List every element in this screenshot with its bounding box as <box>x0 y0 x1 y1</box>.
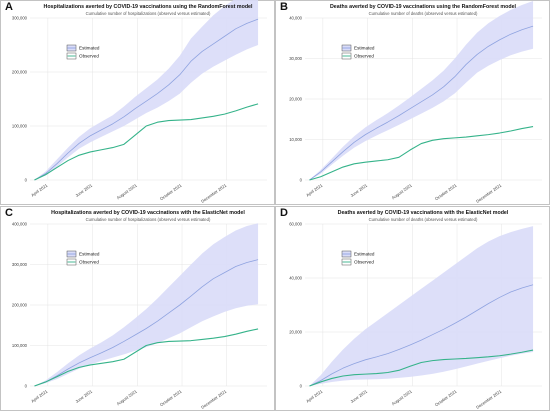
legend-label: Estimated <box>79 46 100 51</box>
legend: Estimated Observed <box>66 250 100 266</box>
panel-letter: B <box>280 1 288 13</box>
y-tick-label: 400,000 <box>12 221 28 226</box>
y-tick-label: 0 <box>25 177 28 182</box>
legend-label: Estimated <box>354 46 375 51</box>
panel-letter: C <box>5 207 13 219</box>
panel-title: Hospitalizations averted by COVID-19 vac… <box>51 210 245 216</box>
y-tick-label: 100,000 <box>12 123 28 128</box>
x-tick-label: June 2021 <box>349 182 368 198</box>
y-tick-label: 300,000 <box>12 15 28 20</box>
confidence-band <box>309 226 534 386</box>
x-tick-label: June 2021 <box>349 388 368 404</box>
panel-a: 0 100,000 200,000 300,000 April 2021 June 202… <box>0 0 275 205</box>
series-line-estimated <box>34 259 259 387</box>
panel-subtitle: Cumulative number of deaths (observed ve… <box>368 217 478 222</box>
panel-c: 0 100,000 200,000 300,000 400,000 April 2021 J… <box>0 206 275 411</box>
legend: Estimated Observed <box>341 250 375 266</box>
legend-label: Observed <box>354 54 374 59</box>
series-line-observed <box>34 103 259 181</box>
y-tick-label: 20,000 <box>289 96 302 101</box>
confidence-band <box>34 223 259 386</box>
y-tick-label: 0 <box>300 177 303 182</box>
y-tick-label: 0 <box>300 383 303 388</box>
y-tick-label: 40,000 <box>289 275 302 280</box>
x-tick-label: December 2021 <box>200 182 228 204</box>
x-tick-label: August 2021 <box>116 388 139 406</box>
x-tick-label: April 2021 <box>30 182 49 197</box>
legend-label: Observed <box>354 260 374 265</box>
series-line-estimated <box>309 25 534 181</box>
confidence-band <box>309 0 534 180</box>
y-tick-label: 30,000 <box>289 56 302 61</box>
y-tick-label: 0 <box>25 383 28 388</box>
y-tick-label: 60,000 <box>289 221 302 226</box>
plot-area: 0 100,000 200,000 300,000 400,000 April 2021 J… <box>0 206 275 411</box>
x-tick-label: August 2021 <box>391 388 414 406</box>
plot-area: 0 20,000 40,000 60,000 April 2021 June 2021 Au… <box>275 206 550 411</box>
legend-label: Observed <box>79 260 99 265</box>
legend-label: Observed <box>79 54 99 59</box>
panel-subtitle: Cumulative number of deaths (observed ve… <box>368 11 478 16</box>
x-tick-label: August 2021 <box>116 182 139 200</box>
x-tick-label: April 2021 <box>305 388 324 403</box>
plot-area: 0 10,000 20,000 30,000 40,000 April 2021 June … <box>275 0 550 205</box>
y-tick-label: 100,000 <box>12 343 28 348</box>
x-tick-label: June 2021 <box>74 182 93 198</box>
series-line-observed <box>309 349 534 387</box>
panel-subtitle: Cumulative number of hospitalizations (o… <box>85 11 211 16</box>
x-tick-label: April 2021 <box>30 388 49 403</box>
y-tick-label: 200,000 <box>12 69 28 74</box>
y-tick-label: 40,000 <box>289 15 302 20</box>
panel-border <box>0 0 275 205</box>
panel-subtitle: Cumulative number of hospitalizations (o… <box>85 217 211 222</box>
plot-area: 0 100,000 200,000 300,000 April 2021 June 202… <box>0 0 275 205</box>
confidence-band <box>34 0 259 180</box>
x-tick-label: October 2021 <box>159 388 183 407</box>
series-line-observed <box>34 328 259 387</box>
legend: Estimated Observed <box>66 44 100 60</box>
x-tick-label: August 2021 <box>391 182 414 200</box>
y-tick-label: 10,000 <box>289 137 302 142</box>
y-tick-label: 200,000 <box>12 302 28 307</box>
x-tick-label: April 2021 <box>305 182 324 197</box>
series-line-estimated <box>34 18 259 181</box>
y-tick-label: 300,000 <box>12 262 28 267</box>
x-tick-label: December 2021 <box>475 182 503 204</box>
panel-letter: D <box>280 207 288 219</box>
legend-label: Estimated <box>354 252 375 257</box>
series-line-observed <box>309 125 534 181</box>
x-tick-label: December 2021 <box>200 388 228 410</box>
x-tick-label: December 2021 <box>475 388 503 410</box>
panel-b: 0 10,000 20,000 30,000 40,000 April 2021 June … <box>275 0 550 205</box>
legend: Estimated Observed <box>341 44 375 60</box>
panel-title: Hospitalizations averted by COVID-19 vac… <box>43 4 253 10</box>
panel-title: Deaths averted by COVID-19 vaccinations … <box>329 4 517 10</box>
x-tick-label: October 2021 <box>434 388 458 407</box>
series-line-estimated <box>309 284 534 387</box>
y-tick-label: 20,000 <box>289 329 302 334</box>
x-tick-label: October 2021 <box>159 182 183 201</box>
panel-title: Deaths averted by COVID-19 vaccinations … <box>337 210 509 216</box>
x-tick-label: June 2021 <box>74 388 93 404</box>
x-tick-label: October 2021 <box>434 182 458 201</box>
panel-letter: A <box>5 1 13 13</box>
legend-label: Estimated <box>79 252 100 257</box>
panel-d: 0 20,000 40,000 60,000 April 2021 June 2021 Au… <box>275 206 550 411</box>
